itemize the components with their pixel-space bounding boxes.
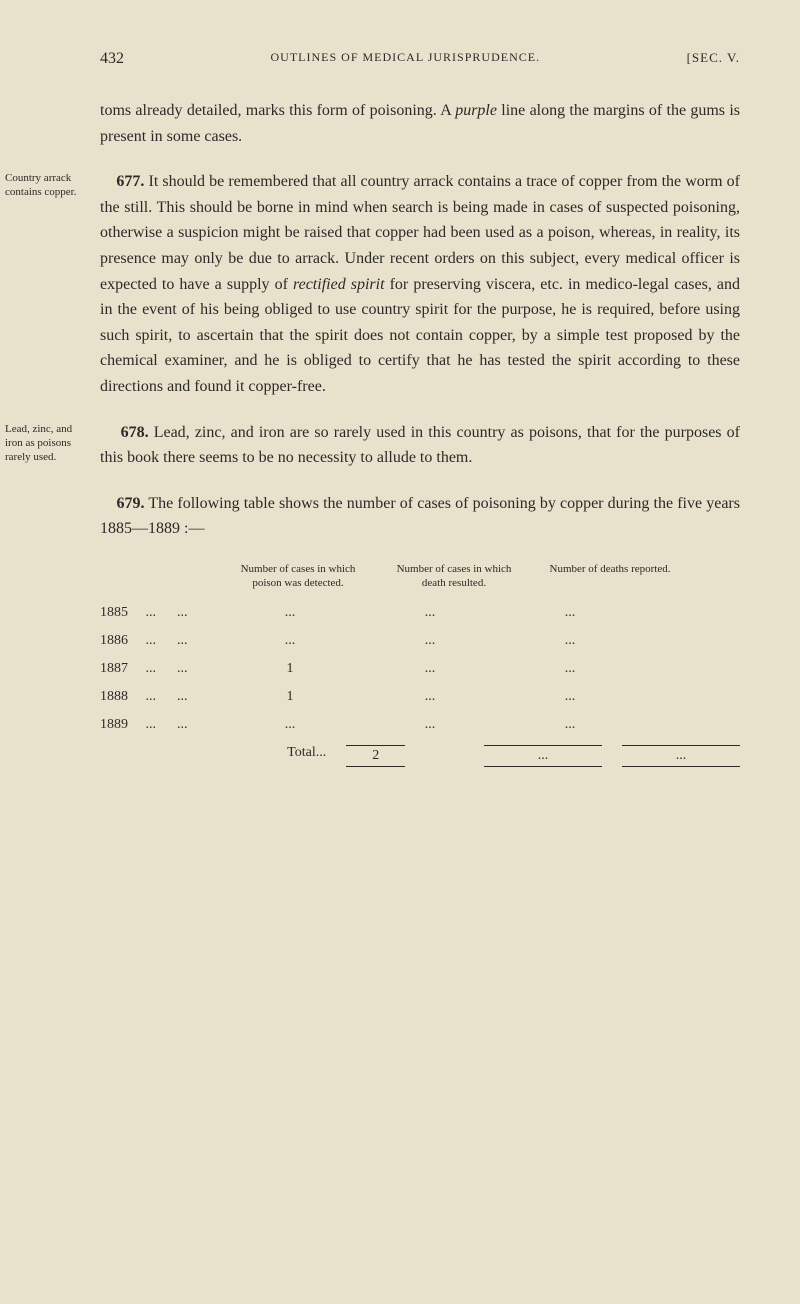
year-cell: 1888 ... ...	[100, 683, 220, 711]
table-header-col2: Number of cases in which death resulted.	[376, 562, 532, 591]
para-679-body: The following table shows the number of …	[100, 495, 740, 538]
total-value: 2	[346, 745, 405, 767]
paragraph-679: 679. The following table shows the numbe…	[100, 491, 740, 542]
para-678-text: 678. Lead, zinc, and iron are so rarely …	[100, 420, 740, 471]
col2-cell: ...	[360, 655, 500, 683]
table-header-col1: Number of cases in which poison was dete…	[220, 562, 376, 591]
table-header-col3: Number of deaths reported.	[532, 562, 688, 591]
cases-table: Number of cases in which poison was dete…	[100, 562, 740, 767]
page-number: 432	[100, 50, 124, 68]
col1-cell: ...	[220, 711, 360, 739]
col3-cell: ...	[500, 683, 640, 711]
col3-cell: ...	[500, 599, 640, 627]
year-cell: 1886 ... ...	[100, 627, 220, 655]
table-row: 1888 ... ... 1 ... ...	[100, 683, 740, 711]
table-row: 1889 ... ... ... ... ...	[100, 711, 740, 739]
year-cell: 1889 ... ...	[100, 711, 220, 739]
table-row: 1887 ... ... 1 ... ...	[100, 655, 740, 683]
total-label: Total...	[100, 745, 346, 767]
total-col3: ...	[622, 745, 740, 767]
year-cell: 1885 ... ...	[100, 599, 220, 627]
paragraph-678: Lead, zinc, and iron as poisons rarely u…	[100, 420, 740, 471]
para-num-679: 679.	[117, 495, 145, 512]
section-marker: [SEC. V.	[687, 50, 740, 68]
col2-cell: ...	[360, 711, 500, 739]
para-679-text: 679. The following table shows the numbe…	[100, 491, 740, 542]
table-row: 1885 ... ... ... ... ...	[100, 599, 740, 627]
margin-note-678: Lead, zinc, and iron as poisons rarely u…	[5, 422, 90, 465]
para-677-text: 677. It should be remembered that all co…	[100, 169, 740, 399]
para-num-678: 678.	[121, 424, 149, 441]
table-header-row: Number of cases in which poison was dete…	[100, 562, 740, 591]
col2-cell: ...	[360, 683, 500, 711]
col3-cell: ...	[500, 711, 640, 739]
page-header: 432 OUTLINES OF MEDICAL JURISPRUDENCE. […	[100, 50, 740, 68]
paragraph-677: Country arrack contains copper. 677. It …	[100, 169, 740, 399]
col2-cell: ...	[360, 627, 500, 655]
table-row: 1886 ... ... ... ... ...	[100, 627, 740, 655]
intro-paragraph: toms already detailed, marks this form o…	[100, 98, 740, 149]
total-row: Total... 2 ... ...	[100, 745, 740, 767]
col3-cell: ...	[500, 655, 640, 683]
margin-note-677: Country arrack contains copper.	[5, 171, 90, 200]
para-num-677: 677.	[116, 173, 144, 190]
running-title: OUTLINES OF MEDICAL JURISPRUDENCE.	[271, 50, 541, 68]
col2-cell: ...	[360, 599, 500, 627]
year-cell: 1887 ... ...	[100, 655, 220, 683]
col1-cell: ...	[220, 599, 360, 627]
col1-cell: ...	[220, 627, 360, 655]
col1-cell: 1	[220, 683, 360, 711]
col3-cell: ...	[500, 627, 640, 655]
total-col2: ...	[484, 745, 602, 767]
col1-cell: 1	[220, 655, 360, 683]
